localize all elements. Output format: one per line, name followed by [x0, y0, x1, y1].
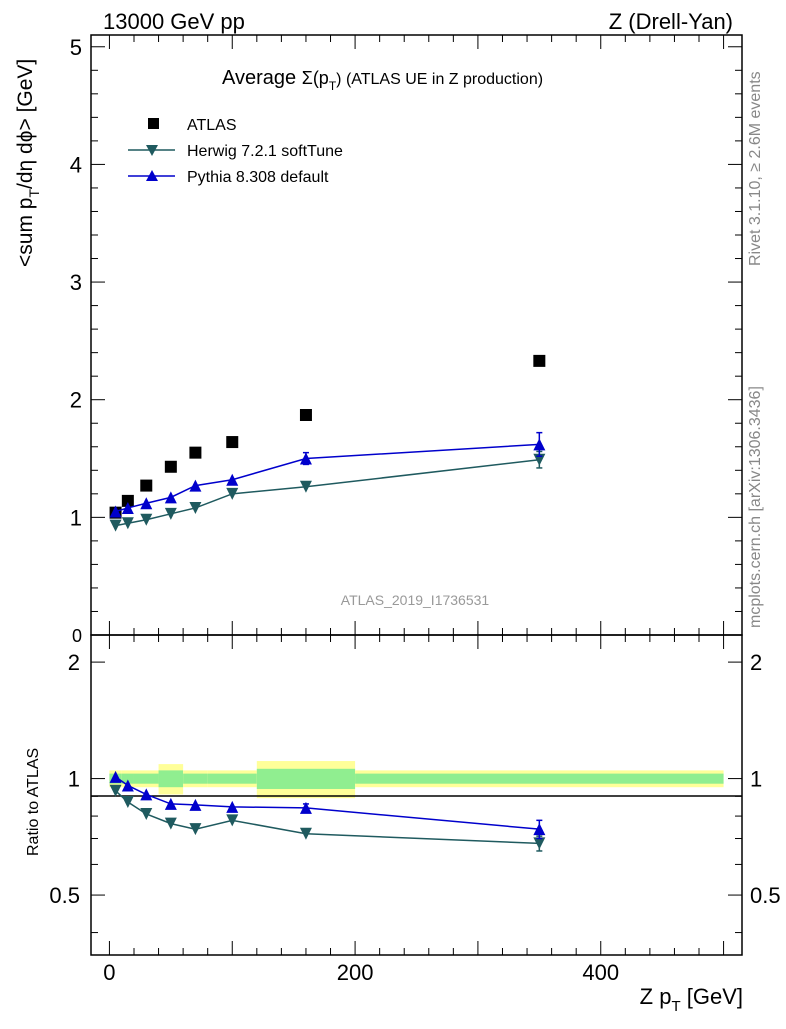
main-point	[189, 446, 202, 459]
legend-label-herwig: Herwig 7.2.1 softTune	[187, 143, 343, 160]
legend-marker-pythia	[146, 170, 158, 181]
ratio-ytick-label-right: 2	[750, 650, 762, 675]
rivet-version-text: Rivet 3.1.10, ≥ 2.6M events	[747, 71, 764, 266]
main-ylabel-main: <sum p	[14, 198, 37, 267]
ratio-ytick-label: 1	[68, 767, 80, 792]
ratio-uncertainty-bands	[109, 761, 724, 799]
ratio-point	[164, 817, 177, 830]
main-ytick-label: 1	[70, 505, 82, 530]
main-point	[533, 438, 546, 451]
ratio-point	[109, 784, 122, 797]
ratio-xtick-label: 400	[582, 960, 619, 985]
ratio-ytick-label: 2	[68, 650, 80, 675]
main-point	[164, 460, 177, 473]
ratio-point	[299, 827, 312, 840]
main-series-layer	[109, 354, 546, 532]
main-ytick-label: 3	[70, 270, 82, 295]
ratio-ylabel: Ratio to ATLAS	[25, 748, 42, 856]
ratio-xlabel-main: Z p	[640, 984, 672, 1009]
main-line-2	[115, 443, 540, 513]
main-point	[109, 505, 122, 518]
main-point	[189, 501, 202, 514]
main-ytick-label: 5	[70, 35, 82, 60]
ratio-ytick-label-right: 0.5	[750, 883, 781, 908]
main-point	[226, 473, 239, 486]
ratio-series-layer	[109, 770, 546, 852]
main-point	[109, 519, 122, 532]
main-title-sigma: Σ(p	[302, 68, 329, 88]
header-left: 13000 GeV pp	[103, 9, 245, 34]
main-point	[140, 479, 153, 492]
main-ytick-label: 2	[70, 388, 82, 413]
ratio-stat-band	[207, 773, 257, 784]
main-point	[299, 452, 312, 465]
main-point	[226, 487, 239, 500]
main-point	[164, 491, 177, 504]
ratio-xlabel-rest: [GeV]	[681, 984, 743, 1009]
ratio-ytick-label-right: 1	[750, 767, 762, 792]
ratio-point	[189, 798, 202, 811]
ratio-stat-band	[355, 773, 724, 784]
ratio-point	[121, 795, 134, 808]
mcplots-text: mcplots.cern.ch [arXiv:1306.3436]	[747, 386, 764, 628]
ratio-panel: 0.5 0.5 1 1 2 2 0 200 400 Ratio to ATLAS Z pT [G…	[25, 634, 781, 1015]
ratio-stat-band	[256, 768, 356, 789]
ratio-point	[140, 788, 153, 801]
ratio-xtick-label: 0	[103, 960, 115, 985]
main-point	[164, 507, 177, 520]
ratio-stat-band	[158, 770, 184, 788]
main-title-prefix: Average	[222, 67, 302, 89]
main-ylabel-sub: T	[26, 189, 42, 198]
main-point	[533, 354, 546, 367]
main-point	[299, 480, 312, 493]
ratio-point	[299, 801, 312, 814]
ratio-xtick-label: 200	[337, 960, 374, 985]
main-point	[121, 501, 134, 514]
ratio-point	[226, 814, 239, 827]
main-point	[299, 409, 312, 421]
main-ylabel: <sum pT/dη dϕ> [GeV]	[14, 59, 42, 267]
analysis-watermark: ATLAS_2019_I1736531	[341, 592, 490, 608]
ratio-line-0	[115, 790, 540, 845]
ratio-point	[533, 823, 546, 836]
ratio-point	[164, 797, 177, 810]
ratio-point	[533, 837, 546, 850]
ratio-frame	[90, 634, 743, 956]
main-point	[140, 513, 153, 526]
main-title-suffix: ) (ATLAS UE in Z production)	[336, 71, 543, 88]
main-title: Average Σ(pT) (ATLAS UE in Z production)	[222, 67, 543, 93]
main-point	[226, 436, 239, 449]
header-right: Z (Drell-Yan)	[609, 9, 733, 34]
main-ytick-label: 4	[70, 152, 82, 177]
ratio-stat-band	[183, 773, 208, 784]
legend-marker-atlas	[148, 118, 159, 129]
main-point	[189, 479, 202, 492]
ratio-xlabel: Z pT [GeV]	[640, 984, 743, 1015]
ratio-point	[121, 779, 134, 792]
legend-label-atlas: ATLAS	[187, 117, 237, 134]
main-ylabel-rest: /dη dϕ> [GeV]	[14, 59, 37, 189]
ratio-stat-band	[121, 773, 134, 784]
main-ytick-label: 0	[72, 626, 82, 646]
ratio-axis-ticks: 0.5 0.5 1 1 2 2 0 200 400	[49, 635, 781, 985]
ratio-stat-band	[133, 773, 159, 784]
ratio-point	[189, 823, 202, 836]
main-point	[140, 497, 153, 510]
legend-marker-herwig	[146, 145, 158, 156]
ratio-point	[226, 800, 239, 813]
main-title-sub: T	[329, 79, 337, 93]
legend: ATLAS Herwig 7.2.1 softTune Pythia 8.308…	[128, 117, 343, 186]
ratio-ytick-label: 0.5	[49, 883, 80, 908]
main-point	[121, 494, 134, 507]
ratio-point	[109, 770, 122, 783]
main-axis-ticks: 1 2 3 4 5 0	[70, 35, 742, 646]
legend-label-pythia: Pythia 8.308 default	[187, 169, 329, 186]
ratio-point	[140, 807, 153, 820]
main-point	[121, 517, 134, 530]
ratio-xlabel-sub: T	[671, 998, 680, 1015]
